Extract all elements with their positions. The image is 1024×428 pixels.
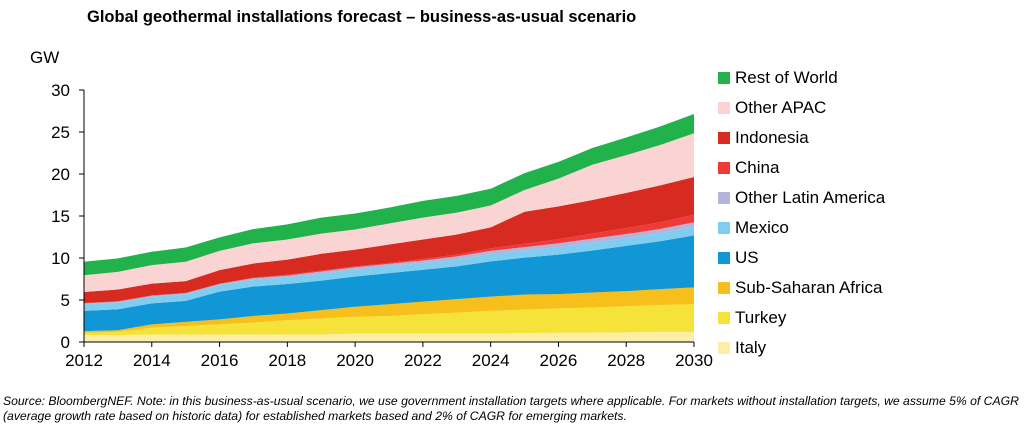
y-tick-label: 20 [51, 165, 70, 184]
legend-label: Italy [735, 338, 767, 357]
x-tick-label: 2018 [268, 351, 306, 370]
legend-label: Turkey [735, 308, 787, 327]
y-axis-unit-label: GW [30, 48, 59, 67]
legend-item: Rest of World [718, 63, 885, 93]
x-tick-label: 2014 [133, 351, 171, 370]
legend-item: Other Latin America [718, 183, 885, 213]
x-tick-label: 2016 [201, 351, 239, 370]
legend-swatch [718, 132, 730, 144]
legend-item: Mexico [718, 213, 885, 243]
y-tick-label: 30 [51, 81, 70, 100]
legend-swatch [718, 162, 730, 174]
area-series-us [84, 235, 694, 332]
axes: 0 5 10 15 20 25 30 2012 2014 2016 2018 2020 2022 2024… [51, 81, 713, 370]
legend-label: Sub-Saharan Africa [735, 278, 883, 297]
legend-label: Other APAC [735, 98, 827, 117]
legend-swatch [718, 282, 730, 294]
legend-label: Rest of World [735, 68, 838, 87]
area-series-other-apac [84, 133, 694, 293]
legend-swatch [718, 342, 730, 354]
legend: Rest of World Other APAC Indonesia China Oth… [718, 63, 885, 363]
y-tick-label: 0 [61, 333, 70, 352]
legend-label: Mexico [735, 218, 789, 237]
x-tick-label: 2012 [65, 351, 103, 370]
series-areas [84, 113, 694, 342]
y-tick-label: 5 [61, 291, 70, 310]
x-tick-label: 2020 [336, 351, 374, 370]
legend-swatch [718, 72, 730, 84]
y-tick-label: 10 [51, 249, 70, 268]
chart-title: Global geothermal installations forecast… [87, 8, 637, 26]
legend-label: Indonesia [735, 128, 809, 147]
legend-label: China [735, 158, 780, 177]
area-series-indonesia [84, 176, 694, 303]
legend-item: China [718, 153, 885, 183]
y-tick-label: 15 [51, 207, 70, 226]
x-tick-label: 2030 [675, 351, 713, 370]
legend-label: US [735, 248, 759, 267]
legend-swatch [718, 192, 730, 204]
legend-swatch [718, 252, 730, 264]
x-tick-label: 2024 [472, 351, 510, 370]
legend-item: Indonesia [718, 123, 885, 153]
source-note: Source: BloombergNEF. Note: in this busi… [3, 394, 1019, 423]
x-tick-label: 2022 [404, 351, 442, 370]
x-tick-label: 2028 [607, 351, 645, 370]
legend-swatch [718, 312, 730, 324]
area-series-sub-saharan-africa [84, 287, 694, 333]
legend-item: Italy [718, 333, 885, 363]
area-series-turkey [84, 304, 694, 336]
legend-item: Turkey [718, 303, 885, 333]
legend-swatch [718, 102, 730, 114]
legend-label: Other Latin America [735, 188, 886, 207]
legend-item: US [718, 243, 885, 273]
legend-item: Other APAC [718, 93, 885, 123]
y-tick-label: 25 [51, 123, 70, 142]
area-series-mexico [84, 226, 694, 311]
x-tick-label: 2026 [540, 351, 578, 370]
area-series-rest-of-world [84, 113, 694, 276]
legend-swatch [718, 222, 730, 234]
legend-item: Sub-Saharan Africa [718, 273, 885, 303]
